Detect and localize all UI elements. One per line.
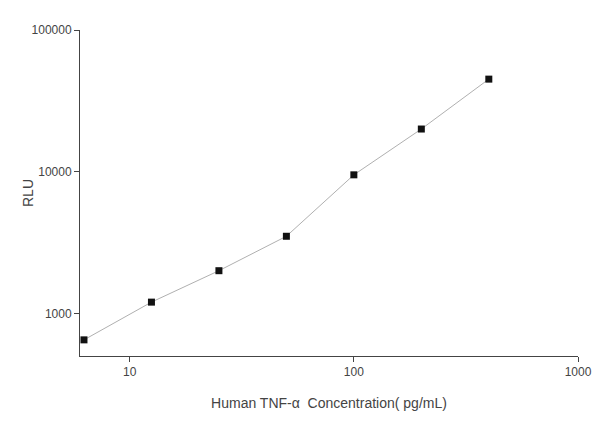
svg-text:RLU: RLU (20, 179, 36, 207)
svg-text:10: 10 (123, 365, 137, 379)
svg-text:1000: 1000 (45, 307, 72, 321)
svg-text:100000: 100000 (32, 23, 72, 37)
svg-text:10000: 10000 (38, 165, 72, 179)
svg-text:Human TNF-α Concentration( pg: Human TNF-α Concentration( pg/mL) (211, 395, 447, 411)
svg-text:1000: 1000 (565, 365, 592, 379)
svg-text:100: 100 (344, 365, 364, 379)
